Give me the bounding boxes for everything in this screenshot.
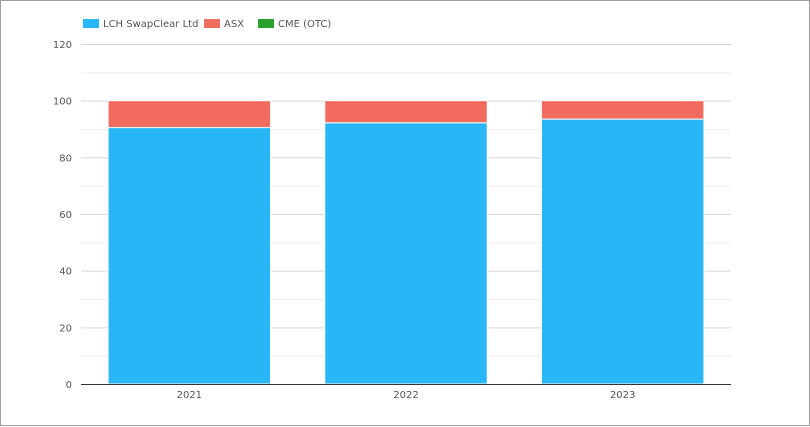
y-tick-label: 100 bbox=[53, 97, 72, 108]
y-tick-label: 0 bbox=[66, 380, 72, 391]
bar-segment bbox=[324, 100, 488, 124]
bar-segment bbox=[540, 100, 705, 120]
y-tick-label: 60 bbox=[59, 210, 72, 221]
legend-swatch bbox=[204, 19, 220, 28]
y-tick-label: 80 bbox=[59, 153, 72, 164]
bar-segment bbox=[324, 122, 488, 385]
bar-segment bbox=[107, 100, 272, 129]
legend-label: CME (OTC) bbox=[278, 19, 331, 30]
bar-segment bbox=[107, 127, 272, 385]
y-axis: 0 20 40 60 80 100 120 bbox=[53, 40, 72, 391]
legend-swatch bbox=[83, 19, 99, 28]
legend-label: LCH SwapClear Ltd bbox=[103, 19, 198, 30]
legend: LCH SwapClear Ltd ASX CME (OTC) bbox=[83, 19, 331, 30]
legend-label: ASX bbox=[224, 19, 244, 30]
y-tick-label: 20 bbox=[59, 323, 72, 334]
x-tick-label: 2022 bbox=[393, 390, 418, 401]
bars bbox=[107, 100, 705, 385]
x-axis: 2021 2022 2023 bbox=[81, 384, 731, 401]
y-tick-label: 120 bbox=[53, 40, 72, 51]
x-tick-label: 2021 bbox=[177, 390, 202, 401]
legend-swatch bbox=[258, 19, 274, 28]
x-tick-label: 2023 bbox=[610, 390, 635, 401]
bar-segment bbox=[540, 118, 705, 385]
y-tick-label: 40 bbox=[59, 267, 72, 278]
